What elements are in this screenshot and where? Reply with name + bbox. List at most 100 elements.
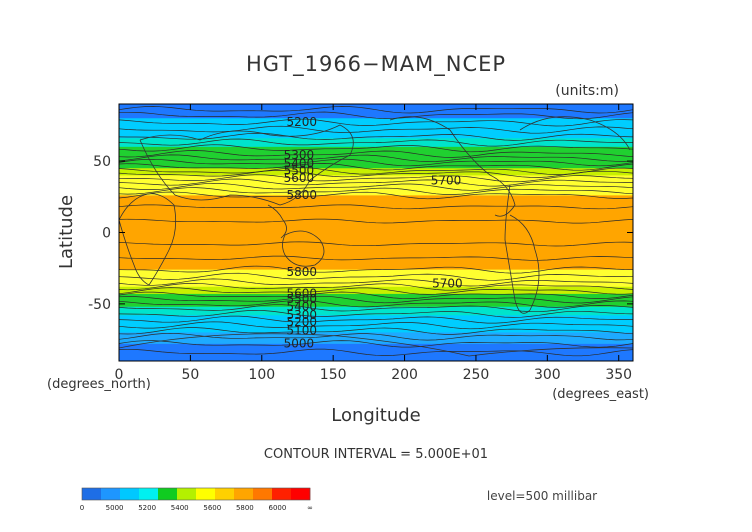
- band-8: [119, 286, 633, 295]
- contour-label-14: 5100: [286, 324, 317, 338]
- colorbar-swatch-2: [120, 488, 140, 500]
- contour-line-22: [119, 265, 633, 274]
- contour-line-9: [119, 158, 633, 167]
- contour-label-12: 5300: [286, 308, 317, 322]
- band-10: [119, 306, 633, 316]
- contour-label-11: 5400: [286, 299, 317, 313]
- colorbar-label-7: ∞: [307, 504, 313, 512]
- contour-label-0: 5200: [286, 115, 317, 129]
- band-3: [119, 146, 633, 169]
- contour-line-4: [119, 132, 633, 141]
- contour-label-2: 5400: [284, 157, 315, 171]
- contour-line-37: [119, 348, 633, 357]
- contour-line-7: [119, 150, 633, 158]
- colorbar: [81, 487, 311, 501]
- contour-line-13: [119, 174, 633, 183]
- contour-line-3: [119, 125, 633, 134]
- chart-title: HGT_1966−MAM_NCEP: [246, 52, 506, 77]
- colorbar-label-4: 5600: [203, 504, 221, 512]
- contour-line-6: [119, 144, 633, 153]
- colorbar-swatch-7: [215, 488, 235, 500]
- y-tick-label-50: 50: [93, 154, 111, 170]
- contour-line-26: [119, 287, 633, 295]
- x-tick-label-150: 150: [320, 367, 347, 383]
- y-unit-label: (degrees_north): [47, 377, 151, 392]
- contour-label-13: 5200: [286, 315, 317, 329]
- colorbar-label-1: 5000: [106, 504, 124, 512]
- x-tick-label-0: 0: [115, 367, 124, 383]
- contour-line-33: [119, 321, 633, 330]
- band-13: [119, 343, 633, 361]
- contour-line-23: [119, 272, 633, 281]
- colorbar-swatch-5: [177, 488, 197, 500]
- colorbar-label-3: 5400: [171, 504, 189, 512]
- contour-line-25: [119, 282, 633, 291]
- contour-line-20: [119, 241, 633, 247]
- y-tick-label--50: -50: [88, 297, 111, 313]
- colorbar-swatch-0: [82, 488, 102, 500]
- plot-area: [119, 104, 633, 361]
- colorbar-swatch-3: [139, 488, 159, 500]
- contour-line-8: [119, 154, 633, 162]
- colorbar-swatch-9: [253, 488, 273, 500]
- y-axis-ticks: -50 0 50: [88, 154, 633, 313]
- contour-label-10: 5500: [286, 292, 317, 306]
- colorbar-label-5: 5800: [236, 504, 254, 512]
- x-tick-label-50: 50: [181, 367, 199, 383]
- x-axis-title: Longitude: [331, 405, 421, 426]
- contour-line-12: [119, 170, 633, 178]
- contour-label-6: 5800: [286, 188, 317, 202]
- contour-line-31: [119, 309, 633, 318]
- contour-line-27: [119, 291, 633, 299]
- contour-label-8: 5700: [432, 276, 463, 290]
- level-text: level=500 millibar: [487, 489, 597, 503]
- units-label: (units:m): [555, 83, 619, 99]
- band-9: [119, 293, 633, 308]
- contour-label-9: 5600: [286, 286, 317, 300]
- x-tick-label-200: 200: [391, 367, 418, 383]
- contour-label-4: 5600: [284, 171, 315, 185]
- colorbar-swatch-10: [272, 488, 292, 500]
- x-tick-label-300: 300: [534, 367, 561, 383]
- contour-line-36: [119, 340, 633, 348]
- contour-label-1: 5300: [284, 148, 315, 162]
- contour-line-29: [119, 300, 633, 308]
- contour-line-17: [119, 191, 633, 200]
- contour-line-34: [119, 327, 633, 335]
- contour-line-28: [119, 295, 633, 304]
- contour-line-16: [119, 187, 633, 195]
- contour-line-32: [119, 315, 633, 324]
- contour-label-15: 5000: [284, 336, 315, 350]
- colorbar-swatch-1: [101, 488, 121, 500]
- x-tick-label-100: 100: [248, 367, 275, 383]
- contour-line-15: [119, 182, 633, 191]
- contour-line-21: [119, 255, 633, 261]
- band-0: [119, 104, 633, 119]
- contour-line-24: [119, 278, 633, 287]
- contour-line-5: [119, 138, 633, 147]
- colorbar-swatch-8: [234, 488, 254, 500]
- contour-line-10: [119, 163, 633, 171]
- colorbar-swatch-6: [196, 488, 216, 500]
- band-4: [119, 168, 633, 176]
- contour-line-30: [119, 304, 633, 313]
- contour-line-19: [119, 218, 633, 224]
- contour-interval-text: CONTOUR INTERVAL = 5.000E+01: [264, 447, 488, 462]
- y-tick-label-0: 0: [102, 226, 111, 242]
- contour-label-7: 5800: [286, 265, 317, 279]
- colorbar-label-2: 5200: [138, 504, 156, 512]
- colorbar-label-0: 0: [80, 504, 84, 512]
- x-tick-label-350: 350: [605, 367, 632, 383]
- filled-bands: [119, 104, 633, 361]
- contour-line-18: [119, 204, 633, 210]
- colorbar-swatch-11: [291, 488, 311, 500]
- contour-line-2: [119, 118, 633, 127]
- contour-label-5: 5700: [431, 174, 462, 188]
- x-axis-ticks: 0 50 100 150 200 250 300 350: [115, 104, 632, 383]
- x-tick-label-250: 250: [463, 367, 490, 383]
- coastlines: [119, 116, 633, 357]
- contour-label-3: 5500: [284, 164, 315, 178]
- colorbar-label-6: 6000: [269, 504, 287, 512]
